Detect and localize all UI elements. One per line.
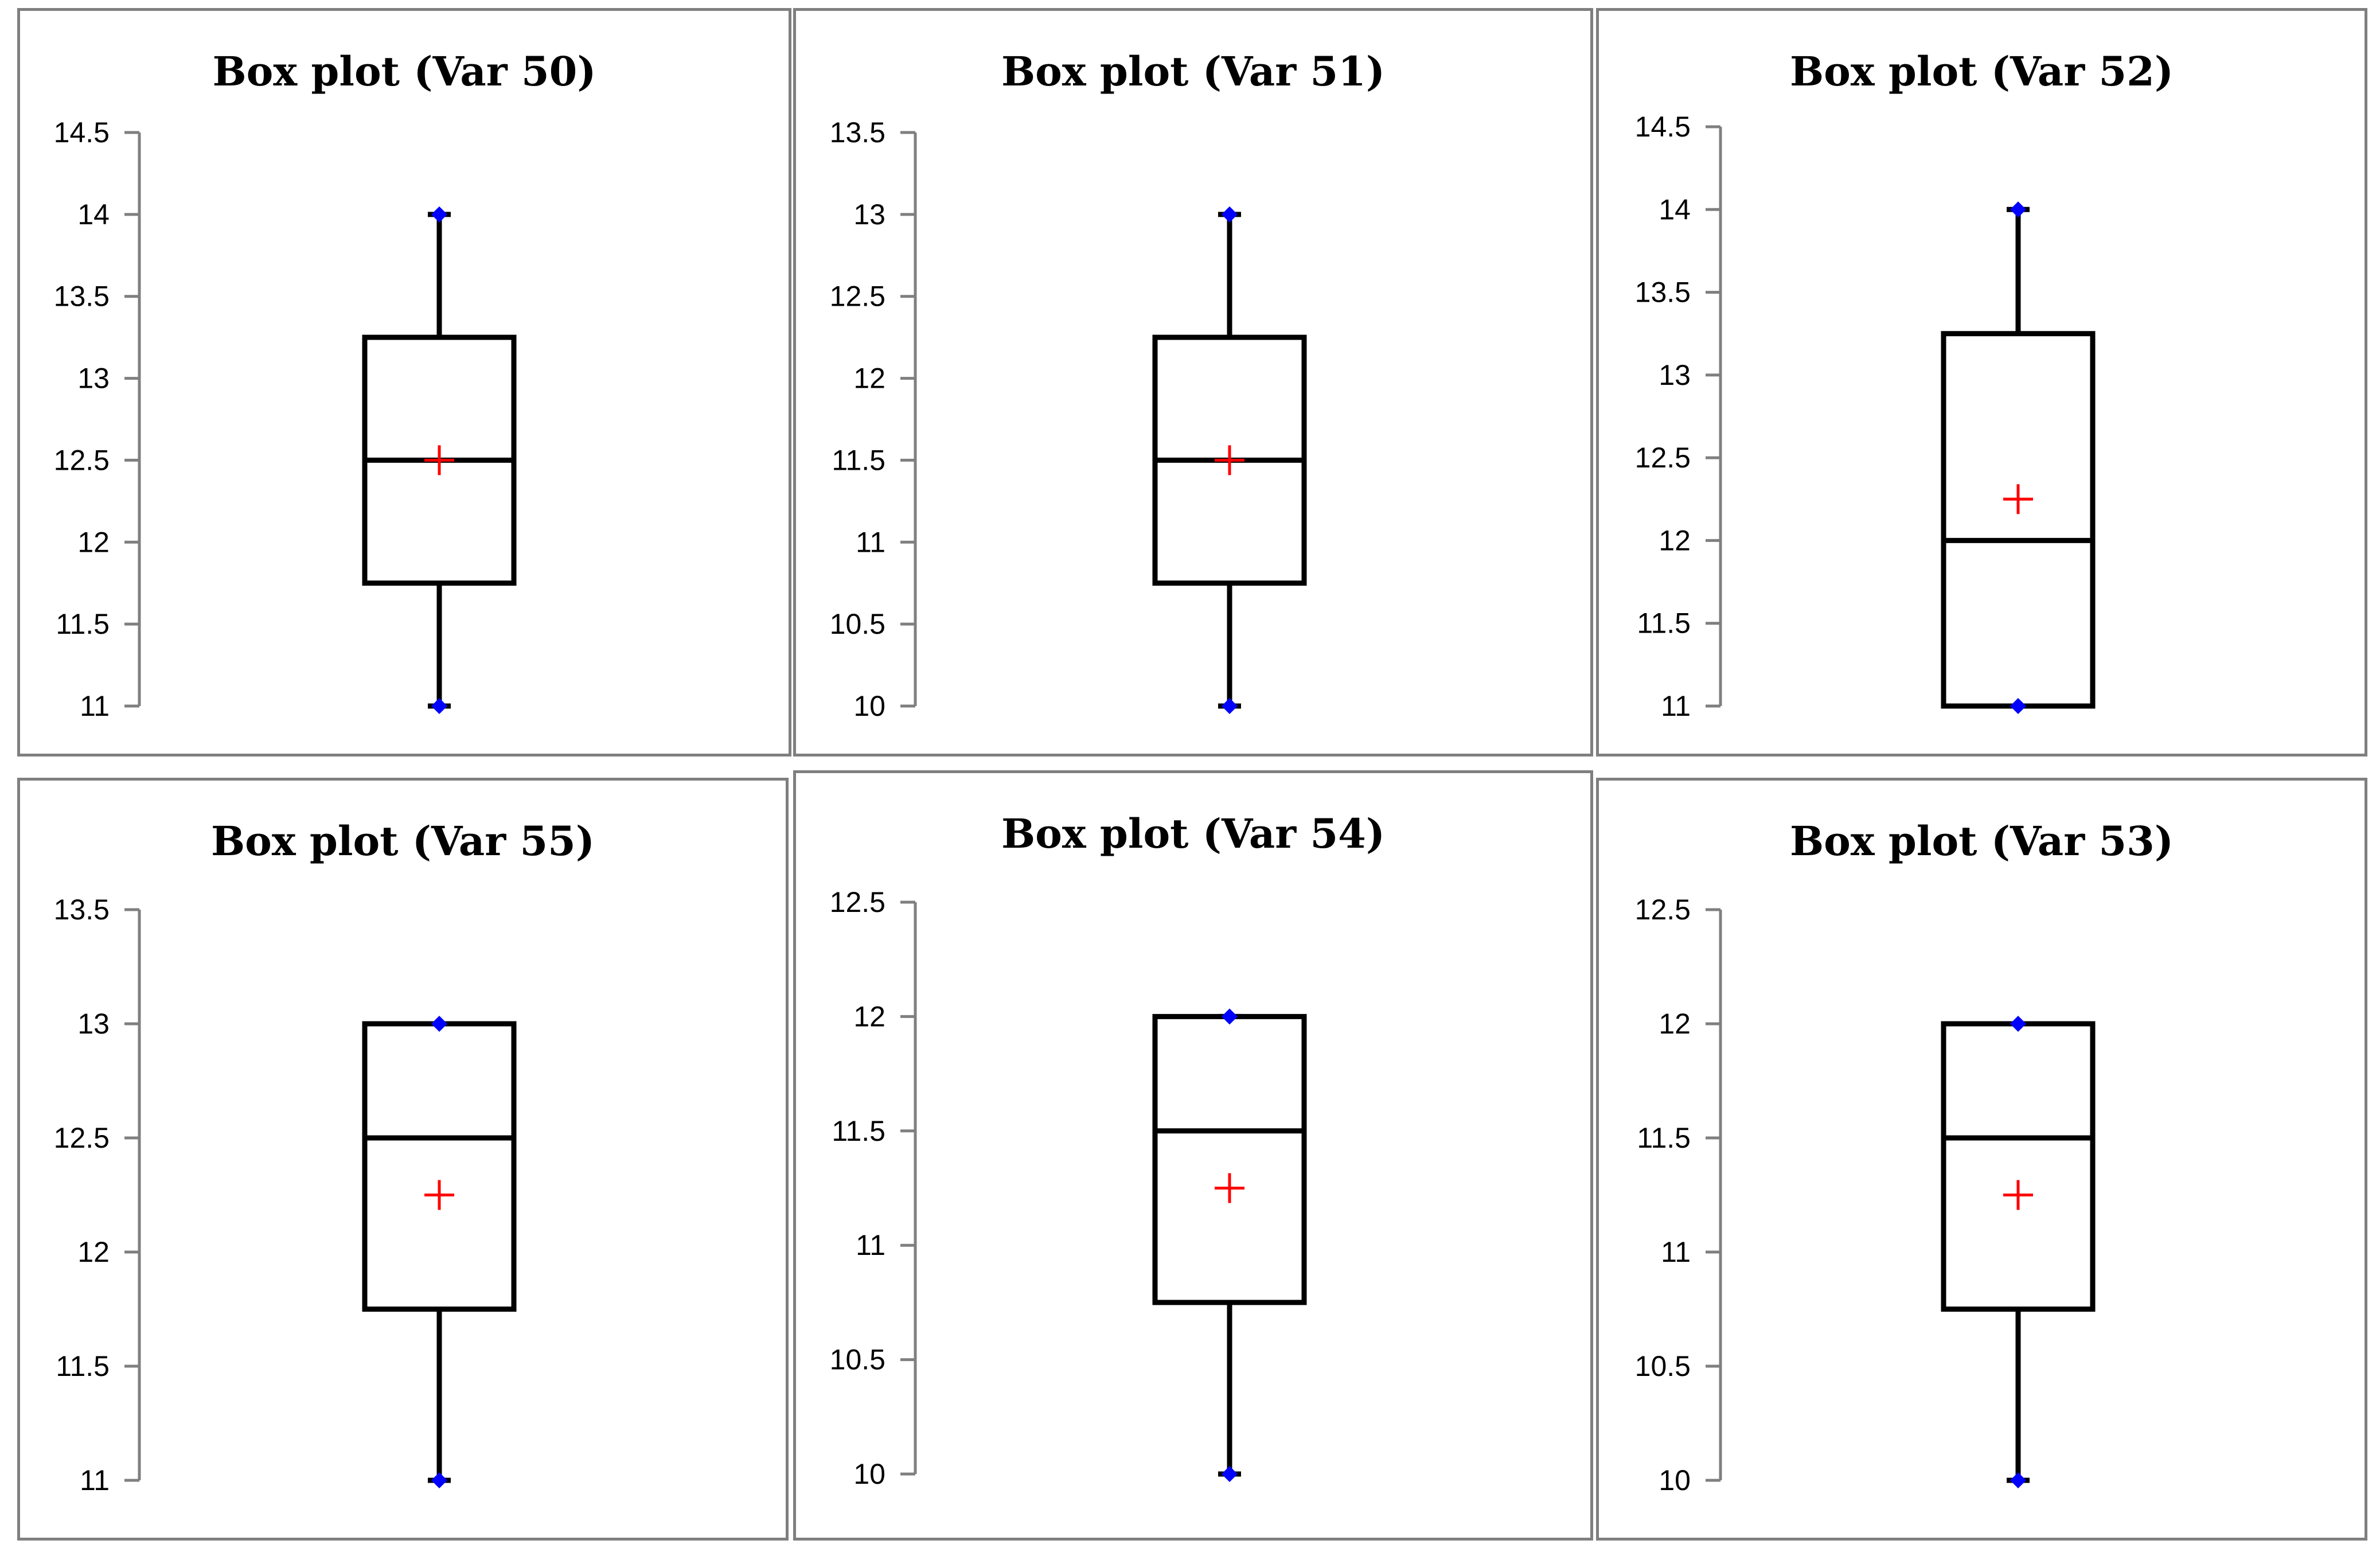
y-tick-label: 11: [856, 526, 885, 558]
y-tick-label: 14: [77, 198, 110, 231]
y-tick-label: 11.5: [56, 608, 110, 640]
box-plot-svg: Box plot (Var 55) 11 11.5 12 12.5 13 13.5: [54, 817, 595, 1496]
box-plot-svg: Box plot (Var 53) 10 10.5 11 11.5 12 12.5: [1635, 817, 2174, 1496]
y-tick-label: 11: [80, 690, 110, 722]
y-tick-label: 12: [853, 1000, 885, 1032]
chart-panel-var-53: Box plot (Var 53) 10 10.5 11 11.5 12 12.5: [1596, 778, 2367, 1541]
min-point: [2010, 698, 2026, 714]
y-tick-label: 13.5: [54, 894, 110, 926]
y-tick-label: 12: [1659, 524, 1691, 556]
y-tick-label: 12.5: [54, 1122, 110, 1154]
y-tick-label: 10: [853, 1458, 885, 1490]
y-tick-label: 10.5: [830, 608, 885, 640]
y-tick-label: 12: [77, 526, 110, 558]
y-tick-label: 12: [853, 362, 885, 395]
chart-title: Box plot (Var 52): [1790, 48, 2174, 95]
min-point: [431, 1472, 447, 1488]
chart-title: Box plot (Var 53): [1790, 817, 2174, 865]
y-tick-label: 14.5: [1635, 111, 1691, 143]
max-point: [1222, 206, 1238, 223]
y-tick-label: 10.5: [830, 1344, 885, 1376]
y-tick-label: 13.5: [54, 280, 110, 313]
chart-title: Box plot (Var 50): [212, 48, 596, 95]
box-plot-svg: Box plot (Var 51) 10 10.5 11 11.5 12 12.5 13 13.…: [830, 48, 1385, 722]
chart-panel-var-55: Box plot (Var 55) 11 11.5 12 12.5 13 13.5: [17, 778, 789, 1541]
y-tick-label: 12.5: [830, 280, 885, 313]
iqr-box: [1152, 1013, 1307, 1305]
chart-panel-var-54: Box plot (Var 54) 10 10.5 11 11.5 12 12.5: [793, 770, 1593, 1541]
chart-title: Box plot (Var 51): [1001, 48, 1385, 95]
chart-title: Box plot (Var 55): [211, 817, 595, 865]
y-tick-label: 12.5: [1635, 894, 1691, 926]
y-tick-label: 12: [77, 1236, 110, 1268]
y-tick-label: 14: [1659, 193, 1691, 225]
chart-panel-var-50: Box plot (Var 50) 11 11.5 12 12.5 13 13.5 14 14.…: [17, 8, 791, 757]
y-tick-label: 13.5: [830, 116, 885, 149]
y-tick-label: 11.5: [1637, 607, 1691, 640]
max-point: [2010, 1016, 2026, 1032]
y-tick-label: 11: [1661, 1236, 1691, 1268]
chart-panel-var-51: Box plot (Var 51) 10 10.5 11 11.5 12 12.5 13 13.…: [793, 8, 1593, 757]
iqr-box: [362, 1021, 517, 1312]
max-point: [1222, 1008, 1238, 1025]
max-point: [431, 206, 447, 223]
chart-panel-var-52: Box plot (Var 52) 11 11.5 12 12.5 13 13.5 14 14.…: [1596, 8, 2367, 757]
box-plot-svg: Box plot (Var 52) 11 11.5 12 12.5 13 13.5 14 14.…: [1635, 48, 2174, 722]
y-tick-label: 11.5: [1637, 1122, 1691, 1154]
y-tick-label: 11.5: [832, 1115, 885, 1147]
y-tick-label: 12: [1659, 1008, 1691, 1040]
y-tick-label: 14.5: [54, 116, 110, 149]
y-tick-label: 10: [853, 690, 885, 722]
iqr-box: [1941, 331, 2096, 709]
y-tick-label: 10.5: [1635, 1350, 1691, 1382]
y-tick-label: 13: [853, 198, 885, 231]
y-tick-label: 11.5: [56, 1350, 110, 1382]
y-tick-label: 11: [1661, 690, 1691, 722]
y-tick-label: 13: [1659, 359, 1691, 391]
y-tick-label: 13: [77, 1008, 110, 1040]
min-point: [431, 698, 447, 714]
y-tick-label: 11: [80, 1464, 110, 1496]
iqr-box: [1941, 1021, 2096, 1312]
box-plot-svg: Box plot (Var 54) 10 10.5 11 11.5 12 12.5: [830, 810, 1385, 1490]
y-tick-label: 12.5: [54, 444, 110, 476]
y-tick-label: 12.5: [1635, 442, 1691, 474]
min-point: [1222, 1466, 1238, 1482]
y-tick-label: 11.5: [832, 444, 885, 476]
y-tick-label: 13.5: [1635, 276, 1691, 309]
y-tick-label: 11: [856, 1229, 885, 1261]
max-point: [431, 1016, 447, 1032]
max-point: [2010, 201, 2026, 218]
min-point: [2010, 1472, 2026, 1488]
y-tick-label: 13: [77, 362, 110, 395]
y-tick-label: 10: [1659, 1464, 1691, 1496]
box-plot-svg: Box plot (Var 50) 11 11.5 12 12.5 13 13.5 14 14.…: [54, 48, 596, 722]
chart-title: Box plot (Var 54): [1001, 810, 1385, 857]
min-point: [1222, 698, 1238, 714]
y-tick-label: 12.5: [830, 886, 885, 918]
